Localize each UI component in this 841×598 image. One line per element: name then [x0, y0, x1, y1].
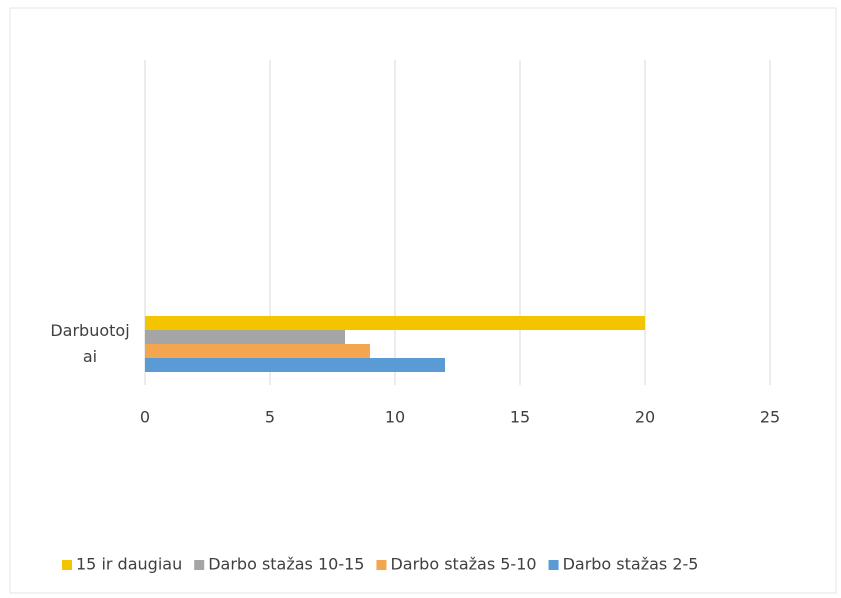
- legend-label: 15 ir daugiau: [76, 555, 182, 574]
- bar: [145, 316, 645, 330]
- x-tick-label: 25: [760, 408, 780, 427]
- bar: [145, 330, 345, 344]
- chart-frame: [9, 7, 837, 594]
- x-tick-label: 5: [265, 408, 275, 427]
- x-tick-label: 15: [510, 408, 530, 427]
- x-tick-label: 0: [140, 408, 150, 427]
- legend-label: Darbo stažas 2-5: [563, 555, 699, 574]
- legend-swatch: [376, 560, 387, 570]
- legend-swatch: [62, 560, 72, 570]
- legend-label: Darbo stažas 10-15: [208, 555, 364, 574]
- bar: [145, 358, 445, 372]
- legend-swatch: [194, 560, 205, 570]
- legend-swatch: [548, 560, 559, 570]
- x-tick-label: 10: [385, 408, 405, 427]
- legend-label: Darbo stažas 5-10: [390, 555, 536, 574]
- y-tick-label: Darbuotojai: [50, 321, 130, 366]
- x-tick-label: 20: [635, 408, 655, 427]
- bar: [145, 344, 370, 358]
